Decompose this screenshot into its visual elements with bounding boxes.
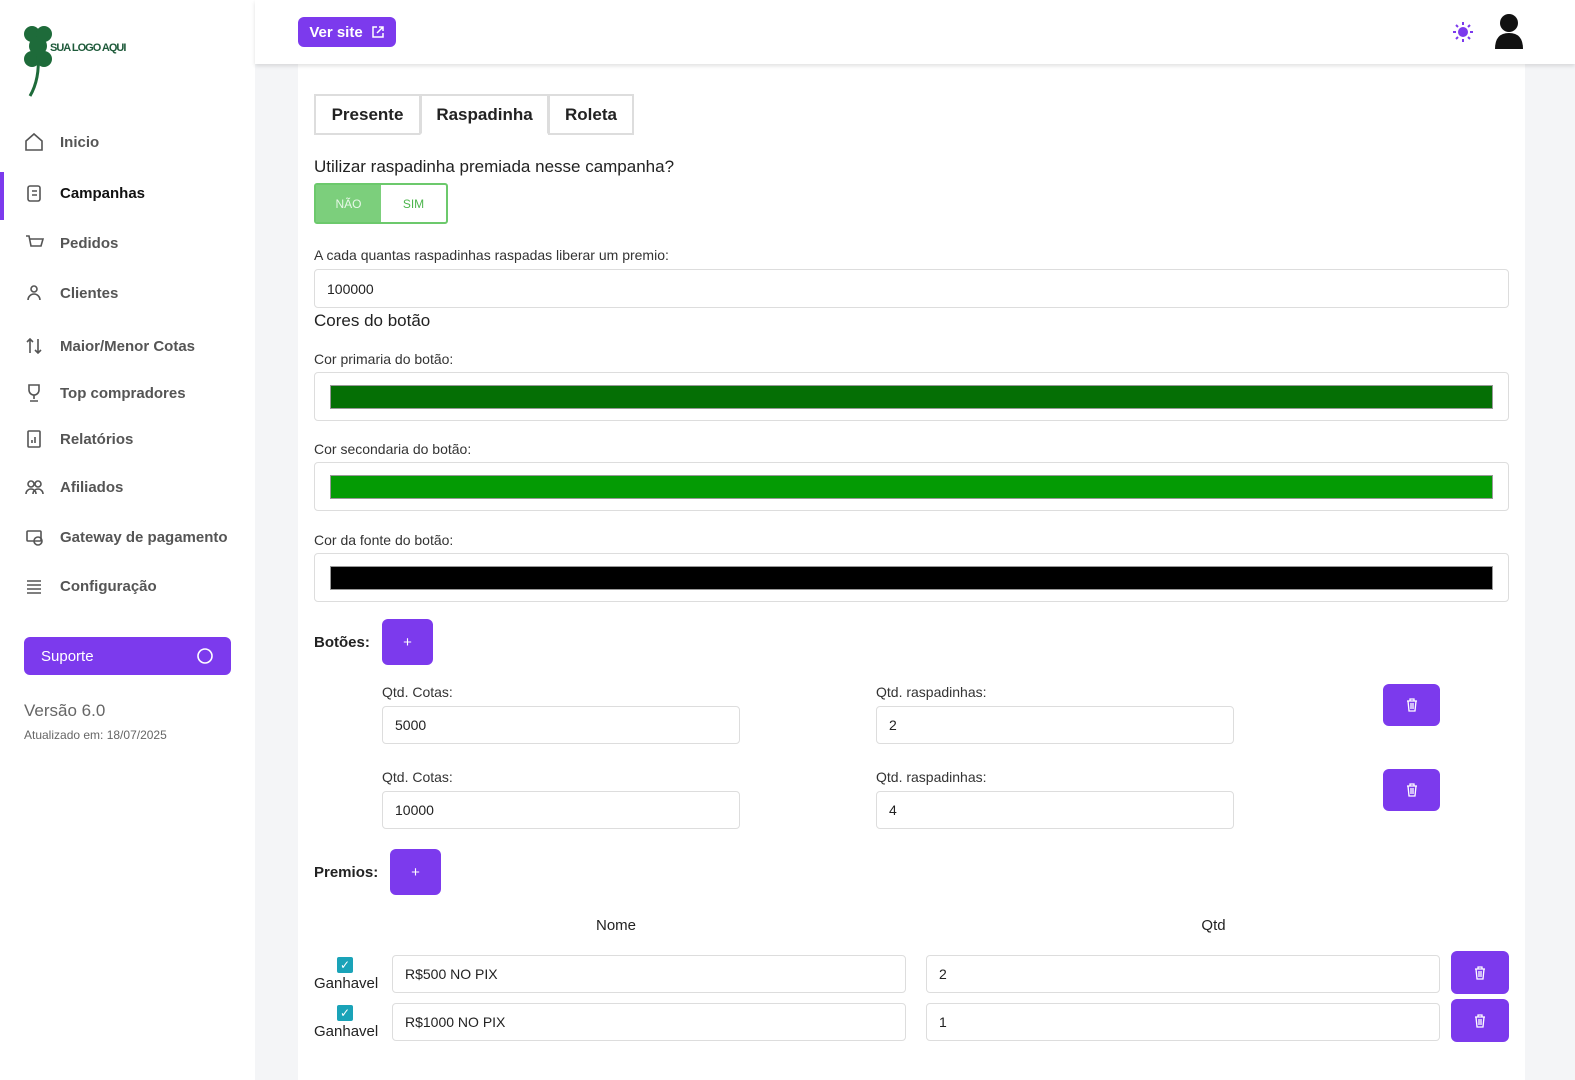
trash-icon [1406, 783, 1417, 797]
field-label: Qtd. Cotas: [382, 769, 453, 785]
field-label: Qtd. raspadinhas: [876, 769, 987, 785]
logo-text: SUA LOGO AQUI [50, 42, 126, 54]
nav-label: Gateway de pagamento [60, 528, 228, 546]
nav-icon [27, 185, 41, 202]
color-swatch[interactable] [330, 385, 1493, 409]
prize-qty-input[interactable]: 1 [926, 1003, 1440, 1041]
delete-button[interactable] [1451, 951, 1509, 994]
delete-button[interactable] [1451, 999, 1509, 1042]
sidebar: SUA LOGO AQUI Inicio Campanhas Pedidos Clie… [0, 0, 255, 1080]
nav-item[interactable]: Inicio [24, 130, 99, 154]
nav-label: Configuração [60, 577, 157, 595]
toggle-yes[interactable]: SIM [402, 196, 425, 211]
prize-qty-input[interactable]: 2 [926, 955, 1440, 993]
prize-label: Ganhavel [314, 1023, 379, 1040]
checkbox[interactable]: ✓ [337, 957, 353, 973]
scratch-input[interactable]: 4 [876, 791, 1234, 829]
nav-item[interactable]: Clientes [24, 281, 118, 305]
nav-label: Clientes [60, 284, 119, 302]
view-site-button[interactable]: Ver site [298, 17, 396, 47]
color-field [314, 462, 1509, 511]
nav-item[interactable]: Relatórios [24, 427, 133, 451]
user-avatar[interactable] [1495, 13, 1523, 49]
nav-item[interactable]: Gateway de pagamento [24, 525, 228, 549]
nav-label: Pedidos [60, 234, 119, 252]
prize-label: Ganhavel [314, 975, 379, 992]
toggle-no[interactable]: NÃO [316, 185, 381, 222]
tab[interactable]: Presente [314, 94, 421, 135]
delete-button[interactable] [1383, 684, 1440, 726]
version: Versão 6.0 [24, 701, 106, 720]
nav-item[interactable]: Top compradores [24, 381, 186, 405]
nav-icon [26, 530, 43, 546]
prize-name-input[interactable]: R$500 NO PIX [392, 955, 906, 993]
color-field [314, 553, 1509, 602]
nav-item[interactable]: Campanhas [24, 181, 145, 205]
nav-label: Maior/Menor Cotas [60, 337, 196, 355]
nav-label: Campanhas [60, 184, 146, 202]
section-title: Cores do botão [314, 311, 431, 330]
external-icon [371, 26, 384, 38]
tab[interactable]: Roleta [548, 94, 634, 135]
theme-toggle[interactable] [1452, 21, 1478, 43]
prize-name-input[interactable]: R$1000 NO PIX [392, 1003, 906, 1041]
nav-item[interactable]: Configuração [24, 574, 157, 598]
nav-icon [26, 337, 42, 355]
field-label: Qtd. raspadinhas: [876, 684, 987, 700]
field-label: A cada quantas raspadinhas raspadas libe… [314, 247, 669, 263]
support-icon [197, 648, 213, 664]
nav-icon [28, 384, 40, 402]
add-button[interactable]: + [382, 619, 433, 665]
nav-icon [25, 132, 43, 151]
question: Utilizar raspadinha premiada nesse campa… [314, 157, 675, 176]
nav-item[interactable]: Maior/Menor Cotas [24, 334, 195, 358]
color-field [314, 372, 1509, 421]
tab-active[interactable]: Raspadinha [420, 94, 549, 135]
color-label: Cor secondaria do botão: [314, 441, 472, 457]
view-site-text: Ver site [309, 23, 363, 41]
prizes-label: Premios: [314, 864, 379, 881]
nav-item[interactable]: Afiliados [24, 475, 123, 499]
trash-icon [1475, 1013, 1485, 1028]
scratch-input[interactable]: 2 [876, 706, 1234, 744]
field-label: Qtd. Cotas: [382, 684, 453, 700]
buttons-label: Botões: [314, 634, 370, 651]
updated: Atualizado em: 18/07/2025 [24, 728, 167, 742]
nav-icon [27, 285, 41, 301]
color-swatch[interactable] [330, 566, 1493, 590]
nav-icon [27, 580, 41, 594]
quotas-input[interactable]: 10000 [382, 791, 740, 829]
nav-icon [25, 480, 44, 495]
nav-label: Inicio [60, 133, 100, 151]
nav-label: Top compradores [60, 384, 186, 402]
color-swatch[interactable] [330, 475, 1493, 499]
nav-icon [26, 235, 44, 247]
trash-icon [1406, 698, 1417, 712]
color-label: Cor primaria do botão: [314, 351, 454, 367]
column-header: Nome [595, 917, 636, 934]
active-indicator [0, 172, 4, 220]
interval-input[interactable]: 100000 [314, 269, 1509, 308]
nav-item[interactable]: Pedidos [24, 231, 118, 255]
column-header: Qtd [1201, 917, 1226, 934]
delete-button[interactable] [1383, 769, 1440, 811]
support-button[interactable]: Suporte [24, 637, 231, 675]
quotas-input[interactable]: 5000 [382, 706, 740, 744]
nav-icon [27, 430, 41, 448]
support-text: Suporte [41, 647, 94, 665]
nav-label: Relatórios [60, 430, 134, 448]
nav-label: Afiliados [60, 478, 124, 496]
color-label: Cor da fonte do botão: [314, 532, 454, 548]
add-prize-button[interactable]: + [390, 849, 441, 895]
topbar: Ver site [255, 0, 1575, 64]
logo-icon [24, 26, 52, 97]
trash-icon [1475, 965, 1485, 980]
checkbox[interactable]: ✓ [337, 1005, 353, 1021]
toggle: NÃO SIM [314, 183, 448, 224]
